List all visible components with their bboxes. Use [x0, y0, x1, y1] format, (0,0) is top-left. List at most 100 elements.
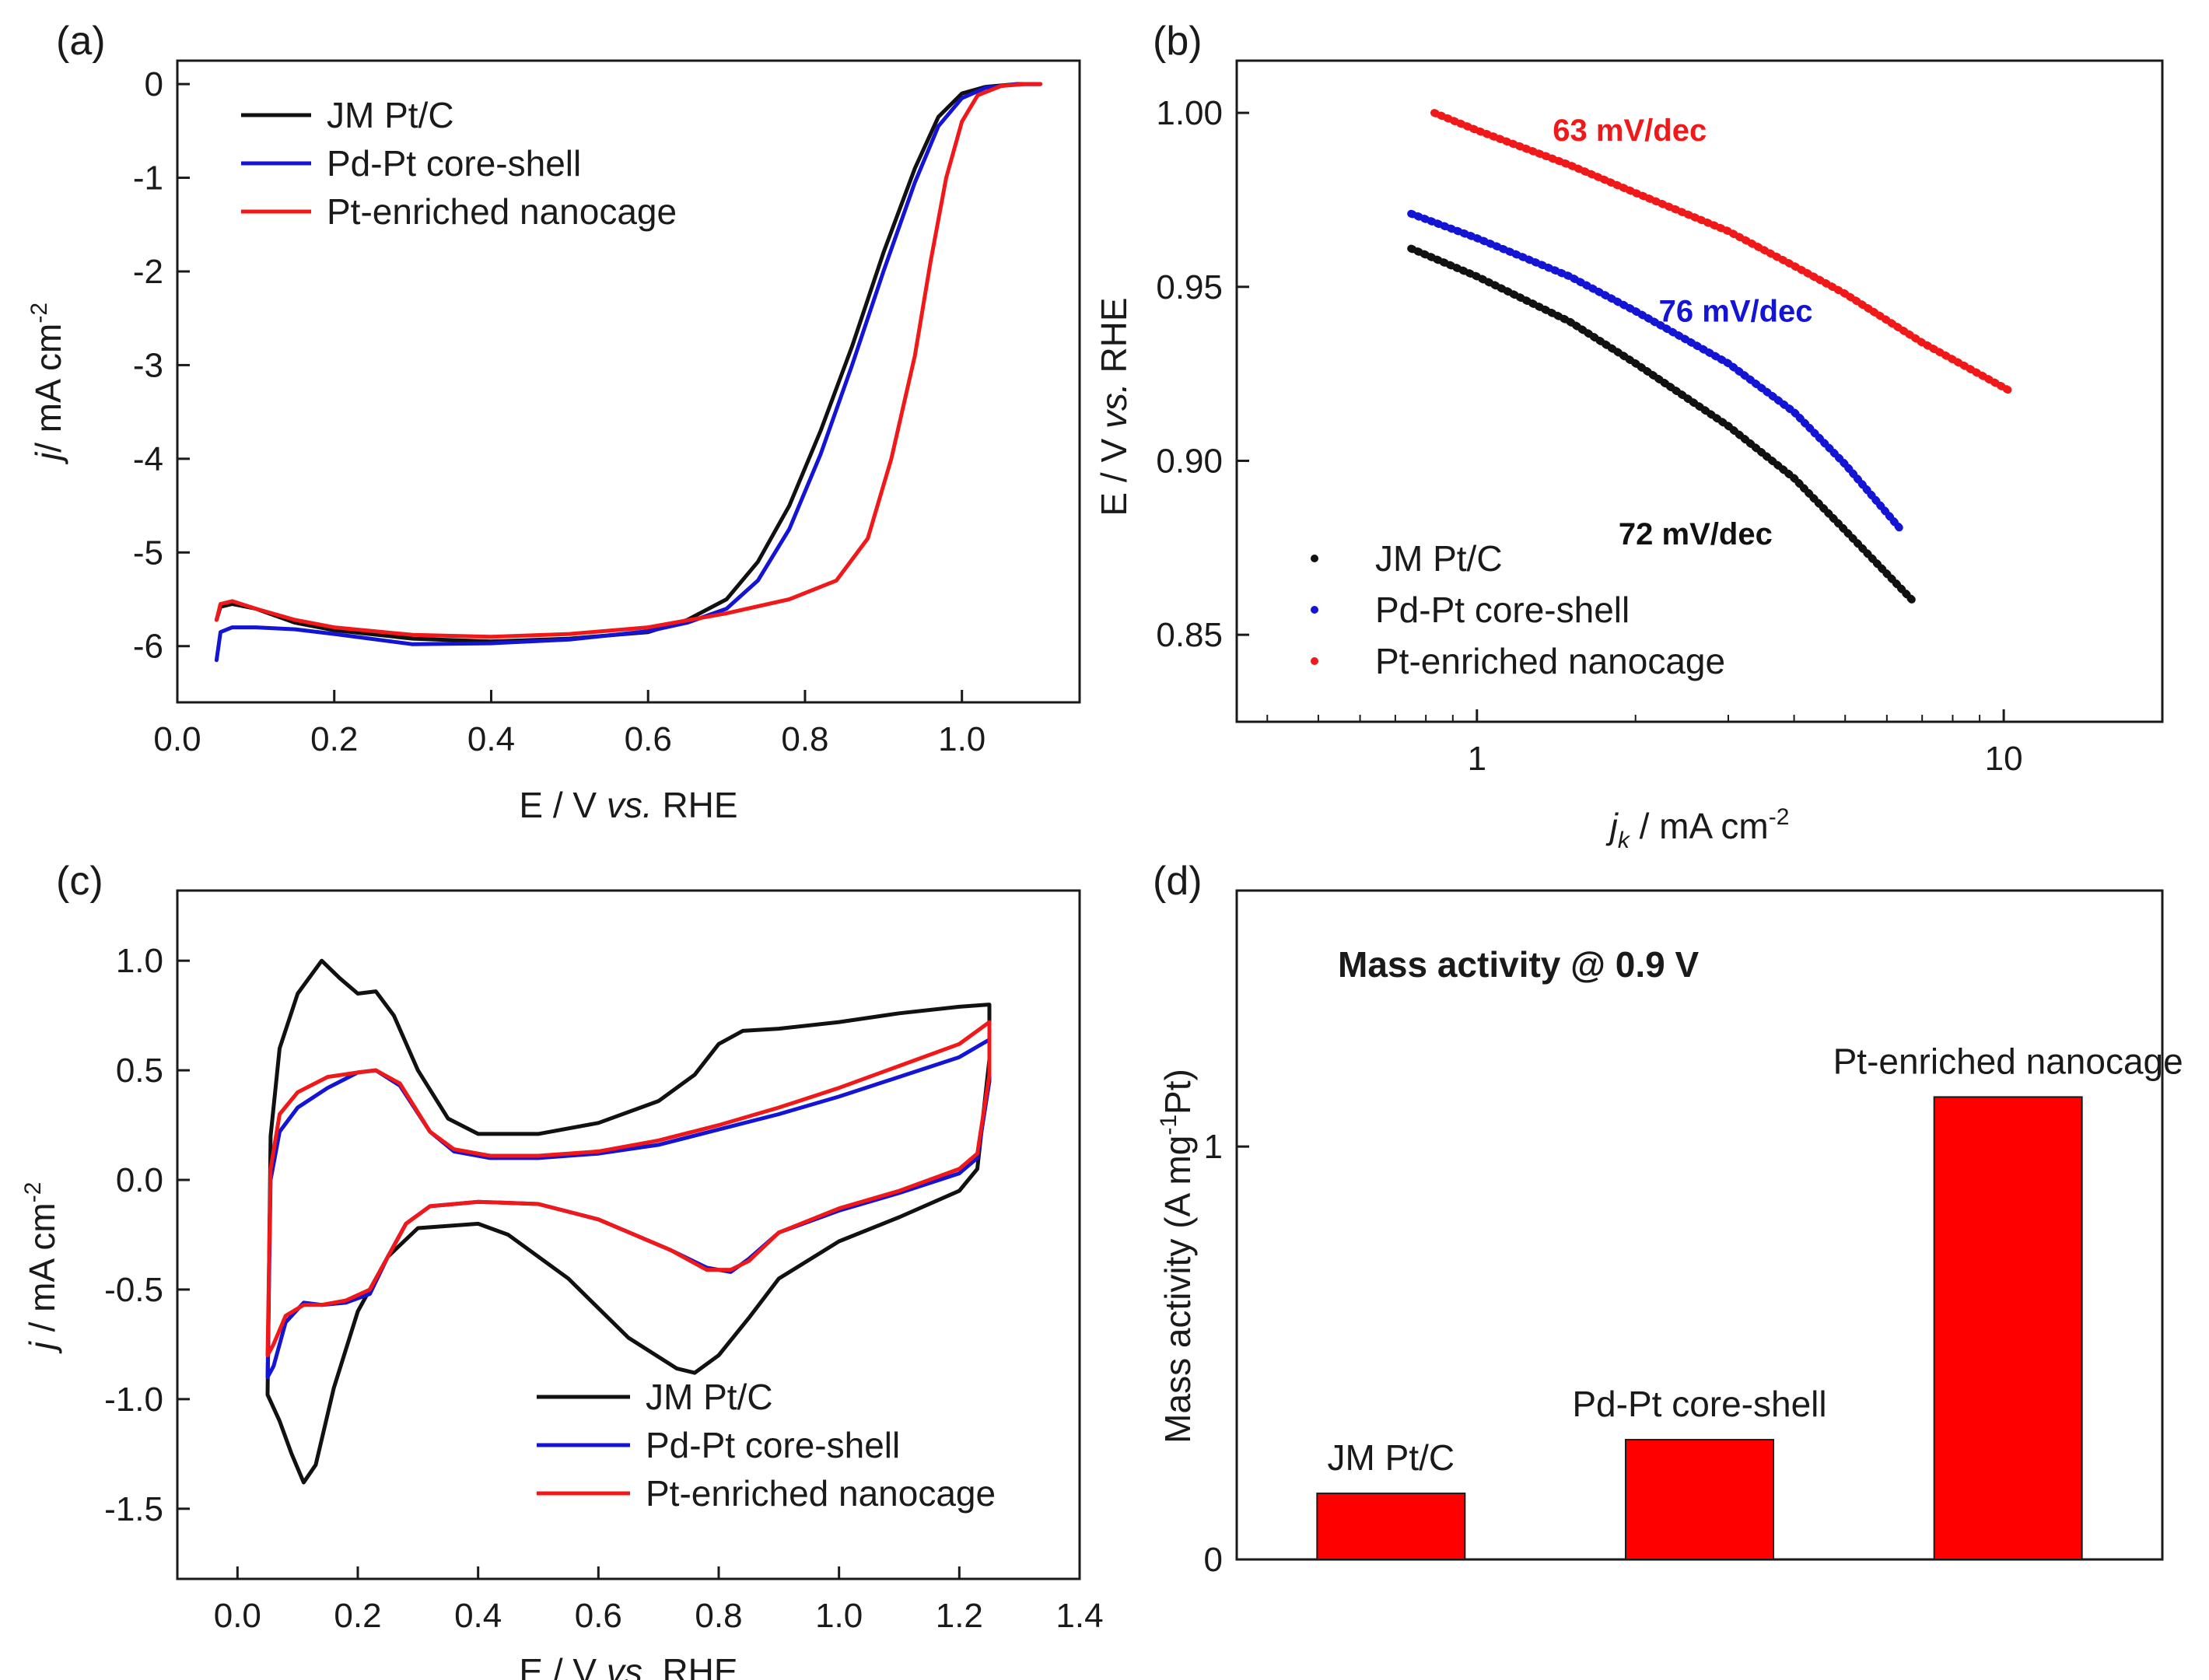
panel-c: (c) 0.0 0.2 0.4 0.6 0.8 1.0 1.2 1.4 1.0 0.5 0.0 -0.5… [20, 859, 1104, 1680]
bar-label: Pt-enriched nanocage [1833, 1041, 2183, 1081]
y-tick-label: 0.5 [116, 1052, 163, 1090]
x-axis-label: E / V vs. RHE [519, 785, 737, 825]
series-line-red [1430, 109, 2015, 395]
y-tick-label: -1.5 [104, 1490, 163, 1528]
y-tick-label: 0.95 [1156, 268, 1223, 306]
y-axis-label-italic: vs. [1094, 383, 1134, 429]
chart-title: Mass activity @ 0.9 V [1338, 944, 1700, 985]
bar-label: JM Pt/C [1328, 1437, 1455, 1478]
y-axis-label-sup: -2 [20, 1182, 46, 1203]
bar [1625, 1439, 1774, 1561]
y-axis-label-part: E / V [1094, 429, 1134, 516]
x-axis-label-italic: vs. [607, 785, 653, 825]
y-tick-label: 0 [1204, 1541, 1223, 1579]
x-tick-label: 0.0 [153, 720, 201, 758]
legend-label: Pd-Pt core-shell [327, 143, 581, 184]
legend-label: Pd-Pt core-shell [1375, 590, 1630, 630]
bar [1316, 1493, 1466, 1561]
series-line-black [1407, 244, 1917, 604]
legend-label: Pt-enriched nanocage [327, 191, 677, 232]
x-tick-label: 1.0 [815, 1597, 863, 1635]
legend-label: Pd-Pt core-shell [646, 1425, 900, 1465]
y-tick-label: 1.0 [116, 942, 163, 980]
y-tick-label: -2 [133, 253, 163, 291]
panel-label: (a) [56, 19, 106, 64]
series-line-blue [1407, 209, 1906, 534]
y-axis-label-sup: -2 [26, 303, 52, 324]
y-tick-label: 0 [145, 65, 163, 103]
y-tick-label: -1.0 [104, 1381, 163, 1419]
legend-marker [1311, 606, 1318, 614]
x-axis-label-part: / mA cm [1630, 806, 1769, 846]
y-tick-label: -3 [133, 346, 163, 384]
y-tick-label: -4 [133, 440, 163, 478]
x-tick-label: 1.2 [936, 1597, 983, 1635]
panel-d: (d) 0 1 JM Pt/C Pd-Pt core-shell Pt-enriched … [1153, 859, 2183, 1579]
y-axis-label-sup: -1 [1156, 1115, 1182, 1136]
series-line-red [214, 82, 1043, 639]
slope-annotation: 72 mV/dec [1619, 517, 1773, 551]
legend-marker [1311, 657, 1318, 665]
y-tick-label: 0.0 [116, 1161, 163, 1199]
panel-a: (a) 0.0 0.2 0.4 0.6 0.8 1.0 0 -1 -2 -3 -4 -5 -6 JM Pt/… [26, 19, 1081, 825]
series-line-black [265, 958, 992, 1485]
y-axis-label-part: / mA cm [22, 1202, 62, 1342]
x-axis-label-part: RHE [653, 785, 738, 825]
x-tick-label: 0.8 [695, 1597, 742, 1635]
y-axis-label: E / V vs. RHE [1094, 297, 1134, 516]
x-axis-label-sup: -2 [1769, 804, 1790, 830]
x-tick-label: 0.2 [334, 1597, 381, 1635]
x-axis-label: E / V vs. RHE [519, 1651, 737, 1680]
x-axis-label-italic: vs. [607, 1651, 653, 1680]
legend-label: Pt-enriched nanocage [646, 1473, 996, 1514]
y-axis-label: Mass activity (A mg-1Pt) [1156, 1069, 1198, 1444]
series-line-blue [214, 82, 1043, 663]
panel-label: (d) [1153, 859, 1203, 904]
panel-label: (c) [56, 859, 103, 904]
legend-label: Pt-enriched nanocage [1375, 641, 1725, 681]
legend-label: JM Pt/C [1375, 538, 1503, 579]
slope-annotation: 76 mV/dec [1659, 295, 1813, 329]
x-tick-label: 10 [1985, 740, 2023, 778]
x-tick-label: 0.4 [467, 720, 515, 758]
y-tick-label: -0.5 [104, 1271, 163, 1309]
series-line-red [265, 1020, 992, 1357]
x-axis-label: jk / mA cm-2 [1605, 804, 1790, 853]
legend-label: JM Pt/C [646, 1377, 773, 1417]
y-tick-label: -6 [133, 628, 163, 666]
y-axis-label-part: Pt) [1157, 1069, 1198, 1115]
y-tick-label: -1 [133, 159, 163, 198]
plot-frame [1235, 59, 2164, 723]
y-axis-label: j / mA cm-2 [20, 1182, 62, 1355]
x-axis-label-part: E / V [519, 1651, 606, 1680]
x-axis-label-sub: k [1618, 828, 1631, 853]
y-axis-label-part: Mass activity (A mg [1157, 1136, 1198, 1444]
legend-label: JM Pt/C [327, 95, 454, 135]
bar [1933, 1096, 2083, 1560]
panel-label: (b) [1153, 19, 1203, 64]
slope-annotation: 63 mV/dec [1553, 114, 1707, 148]
x-tick-label: 0.0 [214, 1597, 261, 1635]
y-axis-label-part: RHE [1094, 297, 1134, 383]
y-tick-label: 0.90 [1156, 442, 1223, 480]
y-tick-label: -5 [133, 534, 163, 572]
y-axis-label: j/ mA cm-2 [26, 303, 68, 465]
bar-label: Pd-Pt core-shell [1572, 1384, 1826, 1424]
x-tick-label: 1.0 [938, 720, 985, 758]
x-tick-label: 1.4 [1055, 1597, 1103, 1635]
y-tick-label: 1 [1204, 1128, 1223, 1166]
y-axis-label-part: / mA cm [28, 324, 68, 453]
x-tick-label: 0.6 [625, 720, 672, 758]
y-tick-label: 1.00 [1156, 94, 1223, 132]
y-tick-label: 0.85 [1156, 616, 1223, 654]
x-tick-label: 0.2 [310, 720, 358, 758]
legend-marker [1311, 555, 1318, 562]
x-tick-label: 0.6 [575, 1597, 622, 1635]
x-tick-label: 0.4 [454, 1597, 502, 1635]
x-tick-label: 1 [1468, 740, 1486, 778]
x-tick-label: 0.8 [781, 720, 828, 758]
x-axis-label-part: RHE [653, 1651, 738, 1680]
panel-b: (b) 1 10 0.85 0.90 0.95 1.00 63 mV/dec 76 mV/dec… [1094, 19, 2164, 853]
x-axis-label-part: E / V [519, 785, 606, 825]
plot-frame [176, 889, 1081, 1580]
